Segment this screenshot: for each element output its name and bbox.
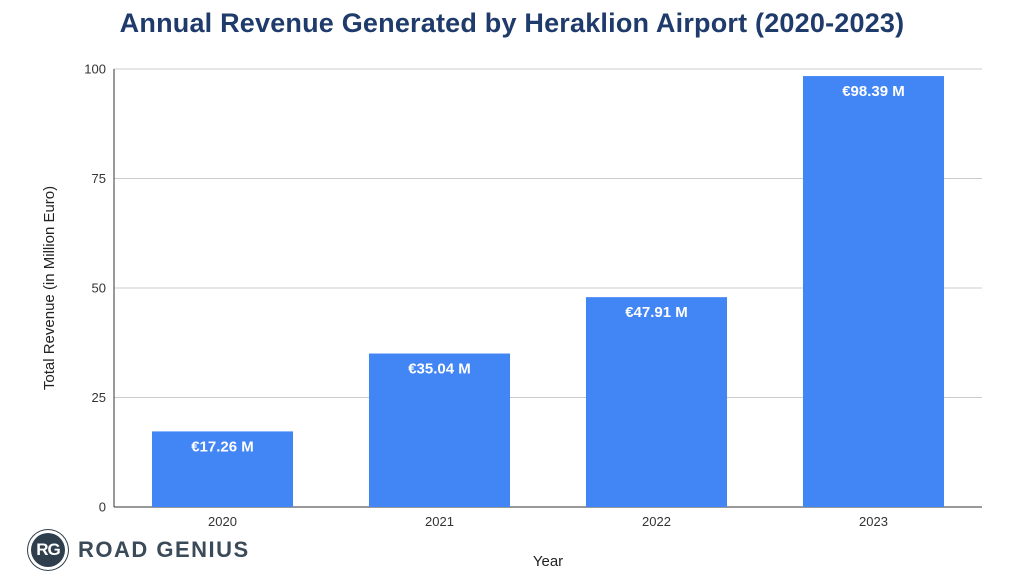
y-tick-label: 50 — [92, 281, 106, 296]
data-label-2020: €17.26 M — [191, 438, 254, 455]
y-tick-label: 100 — [84, 62, 106, 77]
logo-text: ROAD GENIUS — [78, 537, 250, 563]
data-label-2023: €98.39 M — [842, 83, 905, 100]
x-axis-title: Year — [533, 553, 563, 570]
data-labels: €17.26 M €35.04 M €47.91 M €98.39 M — [191, 83, 905, 455]
y-tick-label: 25 — [92, 390, 106, 405]
x-tick-label: 2022 — [642, 514, 671, 529]
bar-2023 — [803, 76, 944, 507]
data-label-2022: €47.91 M — [625, 304, 688, 321]
y-axis-title: Total Revenue (in Million Euro) — [41, 186, 58, 390]
road-genius-logo: RG ROAD GENIUS — [28, 530, 250, 570]
bars — [152, 76, 944, 507]
x-tick-label: 2023 — [859, 514, 888, 529]
x-tick-label: 2021 — [425, 514, 454, 529]
logo-badge: RG — [28, 530, 68, 570]
data-label-2021: €35.04 M — [408, 361, 471, 378]
bar-chart: 0 25 50 75 100 2020 2021 2022 2023 €17.26 M €35.0… — [0, 0, 1024, 582]
y-tick-label: 0 — [99, 500, 106, 515]
bar-2022 — [586, 297, 727, 507]
y-tick-label: 75 — [92, 171, 106, 186]
x-tick-label: 2020 — [208, 514, 237, 529]
